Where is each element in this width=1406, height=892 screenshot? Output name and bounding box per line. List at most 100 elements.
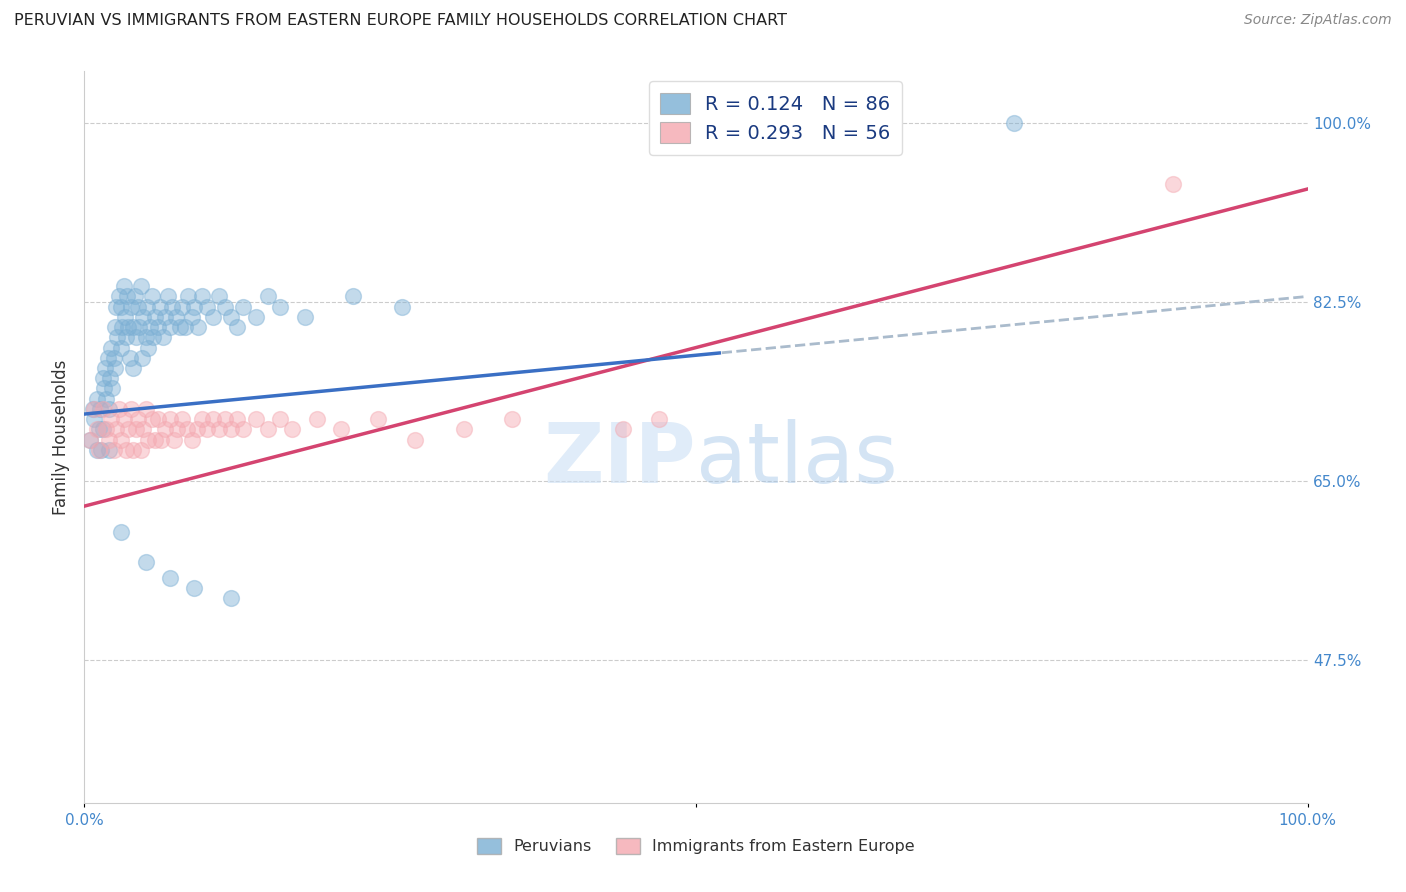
Point: [122, 320, 145, 334]
Point: [118, 351, 141, 365]
Y-axis label: Family Households: Family Households: [52, 359, 70, 515]
Point: [107, 401, 129, 416]
Point: [294, 310, 316, 324]
Point: [124, 289, 146, 303]
Point: [187, 320, 209, 334]
Point: [152, 330, 174, 344]
Point: [162, 300, 184, 314]
Point: [79, 433, 101, 447]
Point: [100, 341, 122, 355]
Point: [91, 401, 114, 416]
Point: [131, 351, 153, 365]
Point: [245, 412, 267, 426]
Point: [132, 422, 155, 436]
Point: [89, 401, 111, 416]
Point: [97, 433, 120, 447]
Point: [110, 300, 132, 314]
Point: [150, 433, 173, 447]
Point: [214, 412, 236, 426]
Point: [367, 412, 389, 426]
Point: [125, 330, 148, 344]
Point: [173, 320, 195, 334]
Point: [90, 442, 112, 457]
Point: [149, 300, 172, 314]
Point: [122, 442, 145, 457]
Point: [281, 422, 304, 436]
Point: [1161, 177, 1184, 191]
Point: [201, 310, 224, 324]
Point: [153, 422, 176, 436]
Point: [181, 433, 204, 447]
Point: [87, 422, 110, 436]
Point: [86, 422, 108, 436]
Point: [166, 422, 188, 436]
Point: [105, 300, 128, 314]
Point: [83, 401, 105, 416]
Point: [146, 320, 169, 334]
Point: [125, 422, 148, 436]
Point: [115, 330, 138, 344]
Point: [135, 330, 157, 344]
Text: Source: ZipAtlas.com: Source: ZipAtlas.com: [1244, 13, 1392, 28]
Point: [226, 320, 249, 334]
Point: [156, 289, 179, 303]
Point: [191, 412, 214, 426]
Point: [114, 310, 136, 324]
Point: [98, 371, 121, 385]
Point: [135, 555, 157, 569]
Point: [201, 412, 224, 426]
Point: [91, 422, 114, 436]
Point: [132, 310, 155, 324]
Point: [79, 433, 101, 447]
Point: [105, 330, 128, 344]
Point: [127, 300, 149, 314]
Point: [86, 392, 108, 406]
Point: [97, 442, 120, 457]
Point: [111, 320, 134, 334]
Point: [97, 351, 120, 365]
Point: [112, 279, 135, 293]
Point: [183, 581, 205, 595]
Point: [96, 392, 118, 406]
Point: [181, 310, 204, 324]
Point: [120, 401, 142, 416]
Point: [453, 422, 475, 436]
Point: [82, 401, 104, 416]
Point: [219, 310, 242, 324]
Point: [100, 412, 122, 426]
Point: [245, 310, 267, 324]
Point: [269, 300, 291, 314]
Point: [101, 382, 124, 396]
Point: [330, 422, 353, 436]
Point: [141, 412, 163, 426]
Point: [94, 361, 117, 376]
Point: [257, 289, 280, 303]
Point: [93, 382, 115, 396]
Point: [257, 422, 280, 436]
Point: [141, 289, 163, 303]
Point: [115, 442, 138, 457]
Point: [110, 524, 132, 539]
Point: [143, 433, 166, 447]
Point: [115, 289, 138, 303]
Point: [139, 320, 162, 334]
Point: [186, 422, 208, 436]
Point: [1002, 115, 1025, 129]
Point: [112, 412, 135, 426]
Point: [191, 289, 214, 303]
Point: [305, 412, 328, 426]
Point: [120, 300, 142, 314]
Point: [232, 300, 254, 314]
Point: [104, 320, 127, 334]
Point: [219, 591, 242, 606]
Point: [86, 442, 108, 457]
Point: [172, 300, 194, 314]
Point: [183, 300, 205, 314]
Point: [129, 279, 152, 293]
Point: [153, 310, 176, 324]
Point: [129, 442, 152, 457]
Point: [110, 433, 132, 447]
Point: [87, 442, 110, 457]
Point: [97, 401, 120, 416]
Point: [159, 571, 181, 585]
